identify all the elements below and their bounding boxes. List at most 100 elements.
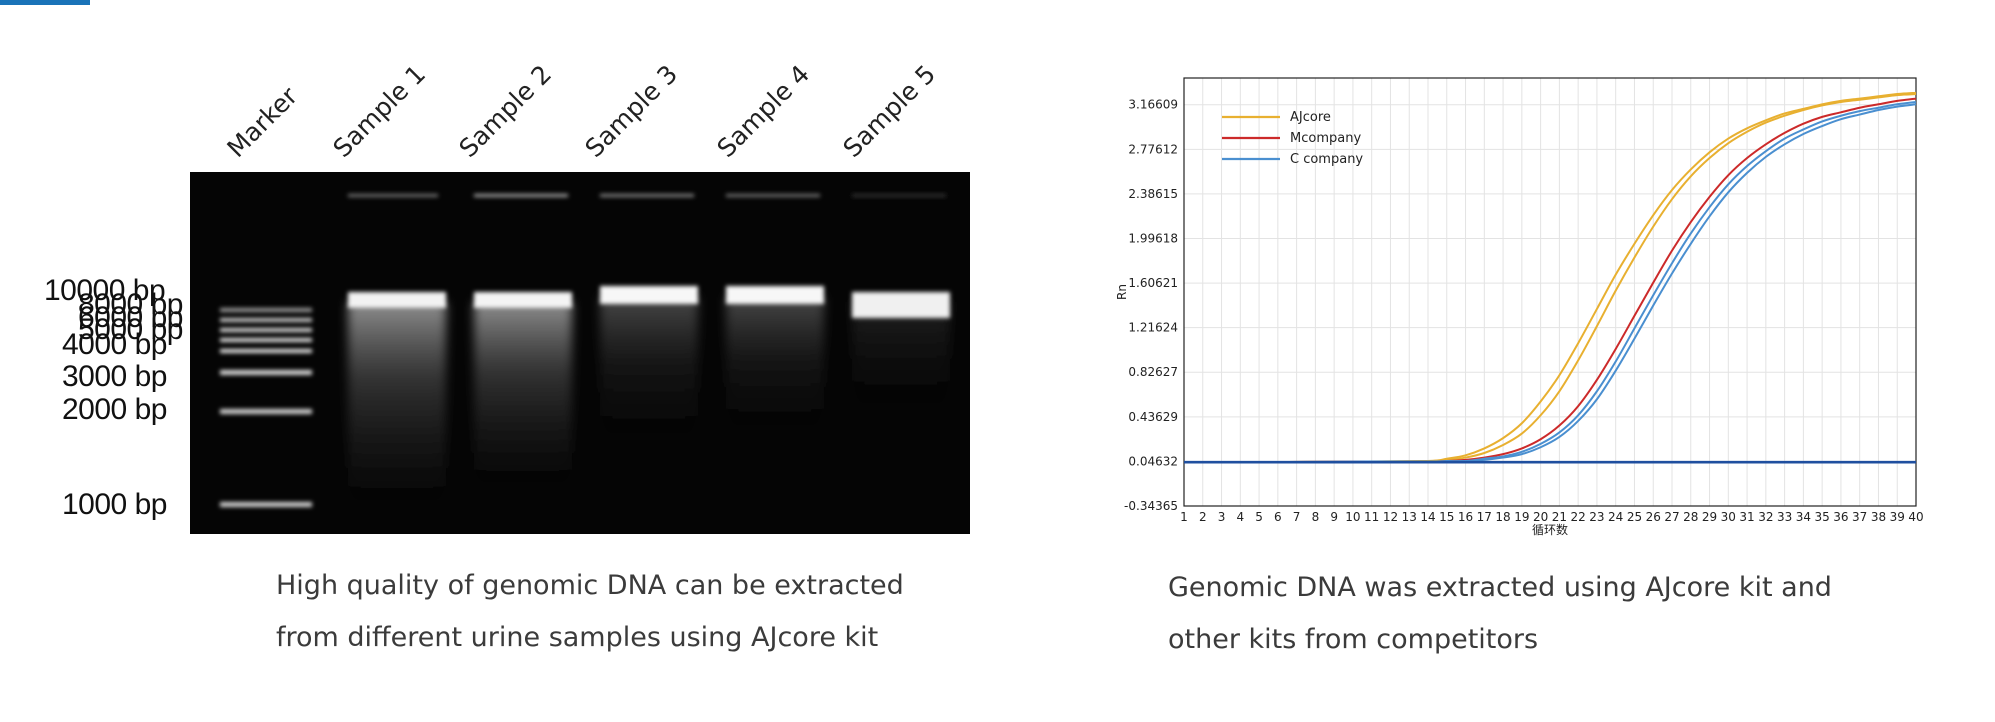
chart-panel: -0.34365 0.04632 0.43629 0.82627 1.21624 1.60… [1000,0,1995,722]
y-axis: -0.34365 0.04632 0.43629 0.82627 1.21624 1.60… [1124,98,1178,513]
x-tick-label: 19 [1514,510,1529,524]
well-sample-3 [600,194,694,197]
x-tick-label: 3 [1218,510,1226,524]
ladder-band-1000 [220,502,312,507]
ladder-label-8000: 8000 bp [78,288,183,321]
band-sample-1 [348,292,446,308]
x-tick-label: 24 [1608,510,1623,524]
y-tick-label: 2.77612 [1128,142,1178,156]
legend-entry-mcompany: Mcompany [1290,131,1361,146]
ladder-label-10000: 10000 bp [44,274,166,307]
genomic-bands [348,286,950,318]
ladder-band-2000 [220,409,312,414]
x-tick-label: 4 [1236,510,1244,524]
well-sample-4 [726,194,820,197]
chart-caption-line-2: other kits from competitors [1168,624,1539,655]
ladder-band-3000 [220,370,312,375]
x-tick-label: 13 [1402,510,1417,524]
ladder-label-4000: 4000 bp [62,328,167,361]
smear-sample-5 [852,302,950,442]
accent-mark [0,0,90,5]
plot-frame [1183,77,1917,507]
x-tick-label: 38 [1871,510,1886,524]
x-tick-label: 18 [1495,510,1510,524]
series-line-ajcore-1 [1183,93,1917,464]
gel-image [190,172,970,534]
ladder-label-3000: 3000 bp [62,360,167,393]
y-tick-label: 3.16609 [1128,98,1178,112]
sample-smears [348,297,950,522]
gel-panel: Marker Sample 1 Sample 2 Sample 3 Sample… [44,59,970,653]
x-tick-label: 37 [1852,510,1867,524]
y-tick-label: 0.82627 [1128,365,1178,379]
x-tick-label: 15 [1439,510,1454,524]
x-tick-label: 12 [1383,510,1398,524]
x-tick-label: 23 [1589,510,1604,524]
x-tick-label: 35 [1815,510,1830,524]
y-axis-title: Rn [1115,284,1129,300]
band-sample-5 [852,292,950,318]
x-tick-label: 40 [1908,510,1923,524]
x-tick-label: 28 [1683,510,1698,524]
x-tick-label: 27 [1664,510,1679,524]
x-tick-label: 33 [1777,510,1792,524]
ladder-bands [220,308,312,507]
x-tick-label: 36 [1833,510,1848,524]
x-tick-label: 8 [1312,510,1320,524]
x-tick-label: 31 [1739,510,1754,524]
amplification-chart: -0.34365 0.04632 0.43629 0.82627 1.21624 1.60… [1115,77,1924,537]
y-tick-label: 1.60621 [1128,276,1178,290]
band-sample-4 [726,286,824,304]
legend-entry-c-company: C company [1290,152,1363,167]
x-tick-label: 5 [1255,510,1263,524]
ladder-label-6000: 6000 bp [78,301,183,334]
x-tick-label: 26 [1646,510,1661,524]
x-tick-label: 32 [1758,510,1773,524]
x-tick-label: 11 [1364,510,1379,524]
y-tick-label: 2.38615 [1128,187,1178,201]
x-axis-title: 循环数 [1532,522,1568,537]
ladder-band-5000 [220,338,312,342]
gel-bands [220,194,950,522]
y-tick-label: 0.04632 [1128,454,1178,468]
x-tick-label: 17 [1477,510,1492,524]
smear-sample-3 [600,297,698,467]
y-tick-label: 1.21624 [1128,321,1178,335]
x-tick-label: 14 [1420,510,1435,524]
ladder-label-5000: 5000 bp [78,313,183,346]
lane-label-sample-4: Sample 4 [711,59,816,164]
lane-label-marker: Marker [221,81,304,163]
band-sample-3 [600,286,698,304]
ladder-label-1000: 1000 bp [62,488,167,521]
x-tick-label: 29 [1702,510,1717,524]
x-tick-label: 1 [1180,510,1188,524]
y-tick-label: 0.43629 [1128,410,1178,424]
x-tick-label: 21 [1552,510,1567,524]
lane-label-sample-5: Sample 5 [837,59,942,164]
x-tick-label: 22 [1571,510,1586,524]
series-layer [1183,91,1917,464]
well-sample-5 [852,194,946,197]
well-lines [348,194,946,197]
ladder-band-8000 [220,318,312,322]
chart-caption-line-1: Genomic DNA was extracted using AJcore k… [1168,572,1832,603]
y-tick-label: 1.99618 [1128,231,1178,245]
ladder-band-4000 [220,349,312,353]
x-tick-label: 25 [1627,510,1642,524]
legend-entry-ajcore: AJcore [1290,110,1331,125]
ladder-label-2000: 2000 bp [62,393,167,426]
x-tick-label: 10 [1345,510,1360,524]
gel-caption-line-1: High quality of genomic DNA can be extra… [276,570,904,601]
lane-label-sample-3: Sample 3 [579,59,684,164]
series-line-ajcore-0 [1183,91,1917,464]
smear-sample-1 [348,302,446,522]
smear-sample-2 [474,302,572,502]
well-sample-1 [348,194,438,197]
x-tick-label: 7 [1293,510,1301,524]
lane-label-sample-2: Sample 2 [453,59,558,164]
x-axis: 1 2 3 4 5 6 7 8 9 10 11 12 13 14 15 16 17 18 19 20 21 22 23 24 2… [1180,510,1923,524]
x-tick-label: 6 [1274,510,1282,524]
gel-caption-line-2: from different urine samples using AJcor… [276,622,879,653]
x-tick-label: 16 [1458,510,1473,524]
x-tick-label: 39 [1890,510,1905,524]
